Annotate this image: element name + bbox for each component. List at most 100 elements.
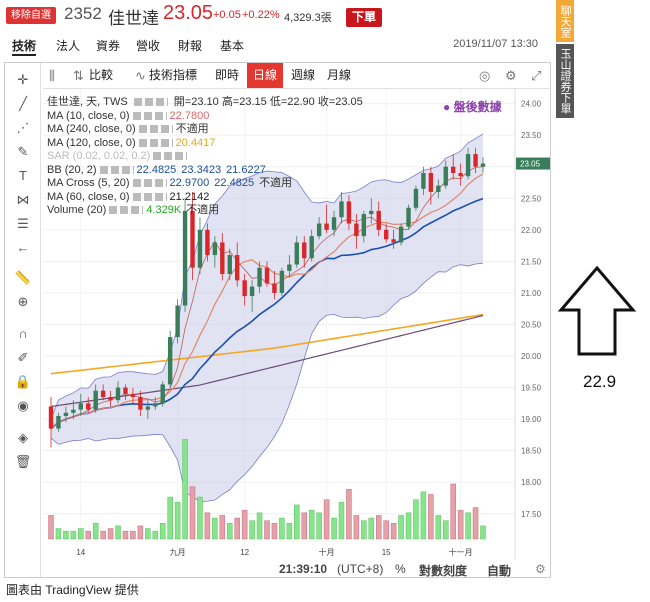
remove-watchlist-button[interactable]: 移除自選 <box>6 7 56 24</box>
volume-bar <box>472 507 479 540</box>
weekly-button[interactable]: 週線 <box>291 68 316 82</box>
text-icon[interactable]: T <box>19 168 27 183</box>
lock-icon[interactable]: 🔒 <box>14 374 32 389</box>
legend-row-settings[interactable] <box>153 152 188 161</box>
legend-row-value: 21.6227 <box>226 163 266 176</box>
legend-row-settings[interactable] <box>138 125 173 134</box>
crosshair-icon[interactable]: ✛ <box>17 72 29 87</box>
y-tick-label: 17.50 <box>521 510 542 519</box>
compare-button[interactable]: 比較 <box>89 68 114 82</box>
broker-order-button[interactable]: 玉山證券下單 <box>556 44 574 118</box>
log-scale-toggle[interactable]: 對數刻度 <box>419 564 468 578</box>
tab-technical[interactable]: 技術 <box>12 36 37 56</box>
legend-row: MA (240, close, 0) 不適用 <box>47 123 467 137</box>
legend-row-settings[interactable] <box>138 138 173 147</box>
legend-row-name: SAR (0.02, 0.02, 0.2) <box>47 150 151 162</box>
trend-line-icon[interactable]: ╱ <box>19 96 27 111</box>
settings-small-icon[interactable]: ⚙ <box>535 562 546 576</box>
candle-body <box>100 390 106 398</box>
gear-icon[interactable]: ⚙ <box>505 68 517 83</box>
volume-bar <box>428 494 434 540</box>
stock-header: 移除自選 2352 佳世達 23.05 +0.05 +0.22% 4,329.3… <box>0 0 556 32</box>
ma20-line <box>50 197 484 430</box>
percent-toggle[interactable]: % <box>395 562 406 576</box>
candle-body <box>227 255 232 274</box>
y-tick-label: 20.50 <box>521 320 542 329</box>
candle-body <box>287 264 292 271</box>
prediction-icon[interactable]: ☰ <box>17 216 29 231</box>
candle-body <box>56 415 61 429</box>
legend-settings-boxes[interactable] <box>133 98 168 107</box>
ruler-icon[interactable]: 📏 <box>14 270 32 285</box>
volume-bar <box>346 488 352 540</box>
candle-body <box>421 173 426 189</box>
y-tick-label: 21.50 <box>521 257 542 266</box>
fullscreen-icon[interactable]: ⤢ <box>531 68 542 83</box>
volume-bar <box>361 520 367 540</box>
candle-body <box>190 210 195 268</box>
candle-body <box>78 403 83 410</box>
legend-row-settings[interactable] <box>132 179 167 188</box>
tab-financials[interactable]: 財報 <box>178 39 203 53</box>
candle-body <box>160 384 165 404</box>
stock-volume: 4,329.3張 <box>284 12 332 24</box>
annotation-price: 22.9 <box>583 372 617 391</box>
indicator-icon[interactable]: ∿ <box>135 68 146 83</box>
trash-icon[interactable]: 🗑 <box>14 454 32 469</box>
layers-icon[interactable]: ◈ <box>18 430 28 445</box>
legend-row-settings[interactable] <box>132 192 167 201</box>
legend-row-settings[interactable] <box>132 111 167 120</box>
magnet-icon[interactable]: ∩ <box>18 326 28 341</box>
legend-row-settings[interactable] <box>109 206 144 215</box>
volume-bar <box>92 523 99 540</box>
postmarket-label[interactable]: ● 盤後數據 <box>443 100 502 114</box>
zoom-icon[interactable]: ⊕ <box>17 294 29 309</box>
volume-bar <box>480 525 486 540</box>
timezone[interactable]: (UTC+8) <box>337 562 384 576</box>
indicators-button[interactable]: 技術指標 <box>149 68 198 82</box>
tab-margin[interactable]: 資券 <box>96 39 121 53</box>
volume-bar <box>443 520 449 540</box>
pattern-icon[interactable]: ⋈ <box>16 192 30 207</box>
volume-bar <box>122 530 129 540</box>
back-arrow-icon[interactable]: ← <box>16 240 30 255</box>
volume-bar <box>241 509 248 540</box>
legend-row-name: BB (20, 2) <box>47 163 97 176</box>
ma60-line <box>50 314 484 408</box>
y-tick-label: 19.50 <box>521 384 542 393</box>
compare-icon[interactable]: ⇅ <box>73 68 84 83</box>
candle-body <box>167 337 173 385</box>
y-tick-label: 19.00 <box>521 415 542 424</box>
tab-revenue[interactable]: 營收 <box>136 39 161 53</box>
eye-icon[interactable]: ◉ <box>17 398 29 413</box>
candle-body <box>346 201 352 224</box>
chatroom-button[interactable]: 聊天室 <box>556 0 574 42</box>
volume-bar <box>55 528 62 540</box>
candle-type-icon[interactable]: ⫼ <box>49 68 55 83</box>
intraday-button[interactable]: 即時 <box>215 68 240 82</box>
auto-scale-toggle[interactable]: 自動 <box>487 564 512 578</box>
tab-basic[interactable]: 基本 <box>220 39 245 53</box>
x-tick-label: 十月 <box>319 547 335 557</box>
volume-bar <box>331 517 337 540</box>
price-chart[interactable]: 24.0023.5023.0022.5022.0021.5021.0020.50… <box>43 89 551 560</box>
pencil-lock-icon[interactable]: ✐ <box>17 350 29 365</box>
bollinger-lower-line <box>50 262 484 503</box>
order-button[interactable]: 下單 <box>346 8 382 27</box>
legend-row-name: MA (120, close, 0) <box>47 136 136 149</box>
tab-institutional[interactable]: 法人 <box>56 39 81 53</box>
candle-body <box>443 166 448 186</box>
volume-bar <box>78 528 84 540</box>
volume-bar <box>457 509 464 540</box>
brush-icon[interactable]: ✎ <box>17 144 29 159</box>
candle-body <box>182 210 188 306</box>
candle-body <box>316 223 322 237</box>
legend-row-value: 22.9700 <box>169 177 210 189</box>
candle-body <box>473 154 478 167</box>
fib-icon[interactable]: ⋰ <box>16 120 30 135</box>
camera-icon[interactable]: ◎ <box>479 68 491 83</box>
candle-body <box>272 283 277 293</box>
monthly-button[interactable]: 月線 <box>327 68 352 82</box>
daily-button[interactable]: 日線 <box>247 63 284 88</box>
legend-row-settings[interactable] <box>99 165 134 174</box>
